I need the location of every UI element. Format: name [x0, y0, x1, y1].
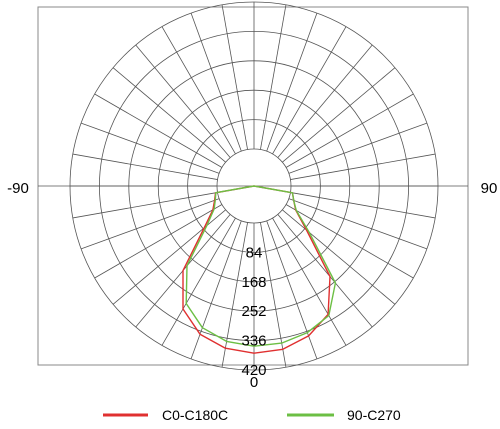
grid-spoke — [80, 122, 220, 174]
polar-grid — [38, 1, 468, 371]
grid-spoke — [282, 209, 396, 305]
legend-label-90-c270: 90-C270 — [347, 407, 401, 423]
grid-spoke — [290, 153, 436, 180]
grid-spoke — [94, 93, 223, 168]
radial-tick-label: 252 — [241, 303, 266, 320]
grid-spoke — [266, 12, 318, 152]
grid-spoke — [272, 217, 347, 346]
grid-spoke — [277, 214, 373, 328]
grid-spoke — [190, 220, 242, 360]
series-curve-1 — [185, 185, 337, 347]
radial-tick-label: 420 — [241, 362, 266, 379]
grid-spoke — [80, 198, 220, 250]
legend-label-c0-c180c: C0-C180C — [162, 407, 228, 423]
legend: C0-C180C 90-C270 — [103, 407, 401, 423]
radial-tick-labels: 84 168 252 336 420 — [241, 244, 266, 379]
grid-spoke — [282, 67, 396, 163]
angle-label-bottom: 0 — [250, 374, 258, 391]
grid-spoke — [72, 153, 218, 180]
grid-spoke — [272, 26, 347, 155]
grid-spoke — [288, 198, 428, 250]
series-curves — [182, 185, 337, 354]
grid-spoke — [135, 44, 231, 158]
grid-spoke — [161, 217, 236, 346]
radial-tick-label: 168 — [241, 274, 266, 291]
grid-spoke — [161, 26, 236, 155]
grid-spoke — [112, 67, 226, 163]
grid-spoke — [260, 4, 287, 150]
grid-spoke — [285, 93, 414, 168]
grid-spoke — [190, 12, 242, 152]
grid-spoke — [277, 44, 373, 158]
grid-spoke — [290, 192, 436, 219]
angle-label-left: -90 — [7, 180, 29, 197]
grid-spoke — [221, 4, 248, 150]
angle-label-right: 90 — [481, 180, 498, 197]
radial-tick-label: 84 — [246, 244, 263, 261]
grid-spoke — [72, 192, 218, 219]
grid-spoke — [221, 222, 248, 368]
radial-tick-label: 336 — [241, 333, 266, 350]
grid-spoke — [94, 204, 223, 279]
grid-spoke — [288, 122, 428, 174]
grid-spoke — [285, 204, 414, 279]
